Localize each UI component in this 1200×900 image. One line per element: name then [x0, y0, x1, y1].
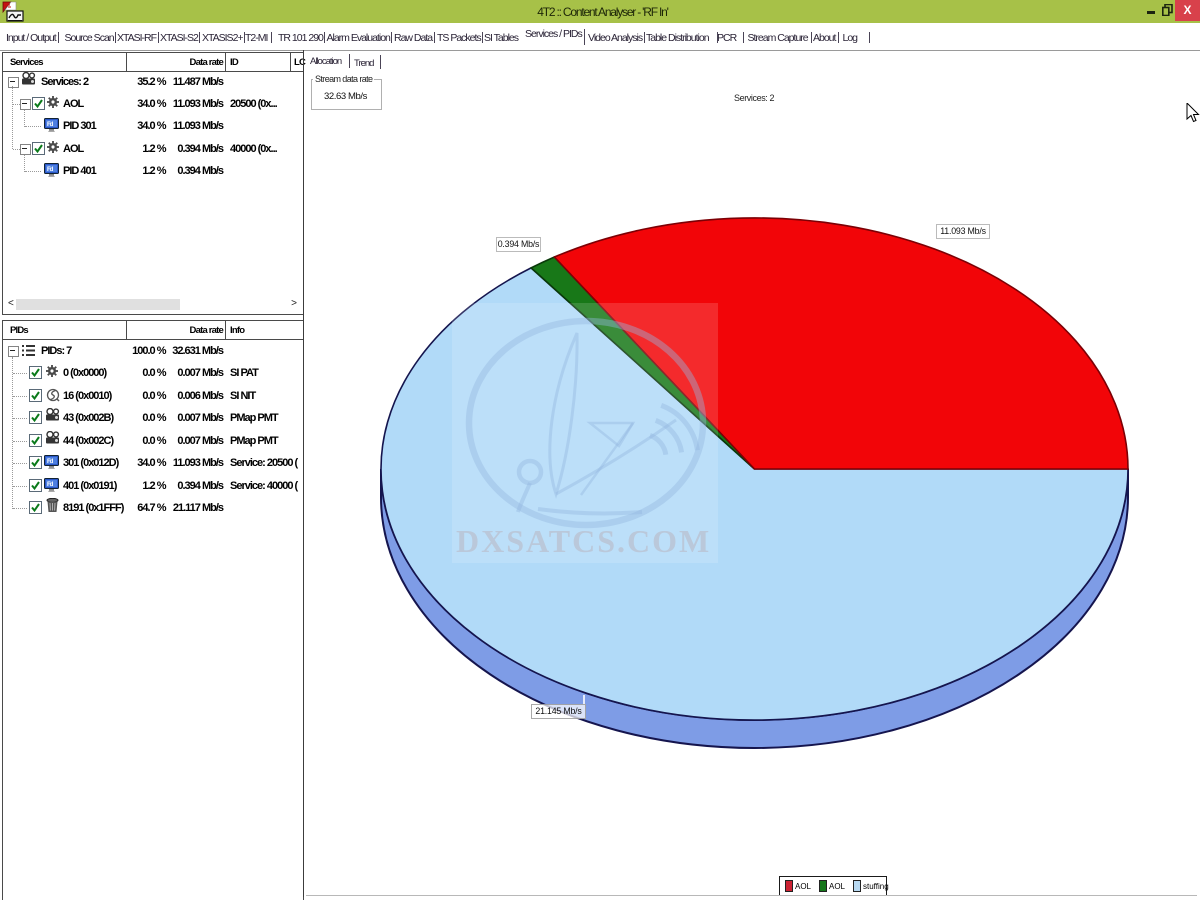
svg-text:Fd: Fd — [47, 167, 54, 173]
svg-text:DXSATCS.COM: DXSATCS.COM — [456, 523, 711, 559]
svg-text:Fd: Fd — [47, 459, 54, 465]
svg-text:Fd: Fd — [47, 482, 54, 488]
svg-text:Fd: Fd — [47, 122, 54, 128]
